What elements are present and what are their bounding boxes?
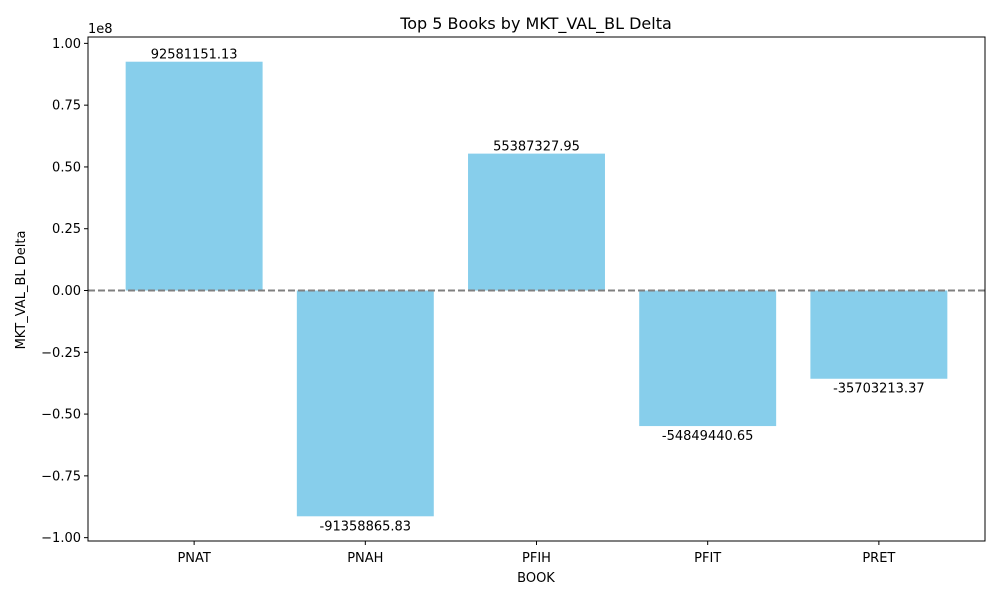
x-axis-label: BOOK	[517, 571, 555, 586]
bar-pret	[810, 290, 948, 379]
x-tick-label-pfih: PFIH	[522, 551, 551, 566]
value-label-pret: -35703213.37	[833, 382, 925, 397]
x-tick-label-pret: PRET	[862, 551, 895, 566]
y-tick-label: 0.75	[52, 99, 81, 114]
value-label-pnah: -91358865.83	[320, 519, 412, 534]
y-tick-label: −1.00	[41, 531, 81, 546]
y-tick-label: 0.25	[52, 222, 81, 237]
y-tick-label: 1.00	[52, 37, 81, 52]
plot-frame	[87, 36, 986, 542]
x-tick-label-pnat: PNAT	[177, 551, 210, 566]
y-tick-label: −0.75	[41, 469, 81, 484]
y-tick-label: −0.25	[41, 346, 81, 361]
value-labels-layer: 92581151.13 -91358865.83 55387327.95 -54849…	[151, 48, 925, 535]
bars-layer	[125, 61, 948, 517]
value-label-pfih: 55387327.95	[493, 140, 580, 155]
y-tick-label: 0.50	[52, 160, 81, 175]
y-tick-label: −0.50	[41, 408, 81, 423]
bar-pnat	[125, 61, 263, 291]
x-tick-label-pfit: PFIT	[694, 551, 721, 566]
bar-pnah	[296, 290, 434, 517]
y-tick-label: 0.00	[52, 284, 81, 299]
y-axis-offset-label: 1e8	[88, 22, 113, 37]
chart-title: Top 5 Books by MKT_VAL_BL Delta	[399, 14, 672, 34]
x-tick-label-pnah: PNAH	[347, 551, 383, 566]
bar-pfit	[639, 290, 777, 427]
value-label-pfit: -54849440.65	[662, 429, 754, 444]
ticks-layer: PNAT PNAH PFIH PFIT PRET −1.00 −0.75 −0.50 −0.25…	[41, 37, 895, 566]
y-axis-label: MKT_VAL_BL Delta	[14, 231, 29, 350]
bar-pfih	[468, 153, 605, 291]
value-label-pnat: 92581151.13	[151, 48, 238, 63]
